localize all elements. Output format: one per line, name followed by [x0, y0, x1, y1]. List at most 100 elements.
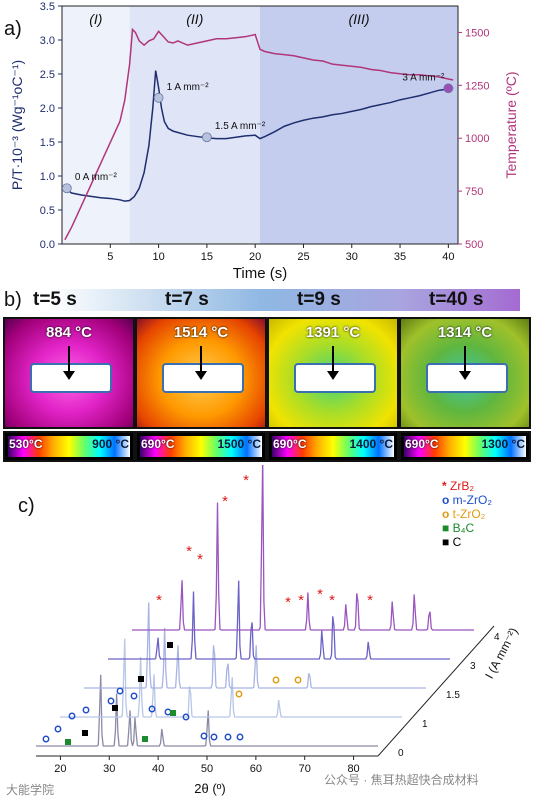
panel-a-label: a): [4, 18, 22, 40]
legend-symbol: o: [442, 493, 453, 507]
diffraction-pattern: [108, 580, 450, 660]
scale-max: 1500 °C: [217, 437, 262, 451]
b4c-marker: [170, 710, 176, 716]
watermark-left: 大能学院: [6, 783, 55, 797]
zrb2-marker: *: [317, 586, 323, 603]
color-scale: 530°C 900 °C: [3, 431, 135, 462]
region-label: (III): [349, 11, 370, 27]
b4c-marker: [65, 739, 71, 745]
legend-symbol: *: [442, 479, 451, 493]
temperature-curve: [64, 27, 454, 241]
frame-time: t=9 s: [297, 289, 341, 310]
legend-label: t-ZrO₂: [452, 507, 486, 521]
thermal-image: 1314 °C: [399, 317, 531, 429]
arrow: [464, 346, 466, 376]
legend-item: o t-ZrO₂: [442, 507, 485, 521]
current-marker-label: 3 A mm⁻²: [402, 72, 445, 83]
mzro2-marker: [130, 692, 138, 700]
arrowhead: [327, 371, 339, 380]
zrb2-marker: *: [197, 551, 203, 568]
power-curve: [64, 70, 454, 202]
region-label: (II): [186, 11, 203, 27]
carbon-marker: [82, 730, 88, 736]
time-gradient-bar: [50, 289, 520, 311]
mzro2-marker: [54, 725, 62, 733]
y-axis-label: P/T·10⁻³ (Wg⁻¹oC⁻¹): [9, 60, 25, 190]
current-marker-label: 1 A mm⁻²: [167, 82, 210, 93]
y-right-axis-label: Temperature (ºC): [503, 71, 519, 178]
mzro2-marker: [68, 712, 76, 720]
temperature-readout: 1391 °C: [305, 324, 361, 341]
scale-max: 900 °C: [92, 437, 129, 451]
y-right-tick-label: 1000: [465, 133, 489, 145]
panel-c: c) 0 1 1.5 3 4 20 30 40 50 60 70 80 2θ (º) I (A mm⁻²)…: [0, 459, 535, 801]
tzro2-marker: [294, 676, 302, 684]
arrow: [332, 346, 334, 376]
y-tick-label: 3.0: [40, 35, 55, 47]
depth-axis-label: I (A mm⁻²): [482, 625, 520, 681]
x-tick-label: 30: [103, 763, 115, 775]
current-marker: [61, 183, 72, 194]
zrb2-marker: *: [298, 592, 304, 609]
current-marker: [201, 132, 212, 143]
legend-symbol: ■: [442, 535, 453, 549]
carbon-marker: [167, 642, 173, 648]
x-tick-label: 60: [250, 763, 262, 775]
mzro2-marker: [148, 705, 156, 713]
legend-symbol: ■: [442, 521, 453, 535]
mzro2-marker: [116, 687, 124, 695]
scale-min: 690°C: [141, 437, 175, 451]
region-3: [260, 6, 458, 244]
color-scale: 690°C 1300 °C: [399, 431, 531, 462]
x-tick-label: 15: [201, 251, 213, 263]
diffraction-pattern: [36, 674, 378, 747]
x-tick-label: 5: [107, 251, 113, 263]
mzro2-marker: [42, 735, 50, 743]
thermal-image: 1391 °C: [267, 317, 399, 429]
watermark-right: 公众号 · 焦耳热超快合成材料: [324, 773, 479, 787]
zrb2-marker: *: [222, 493, 228, 510]
legend-label: ZrB₂: [450, 479, 475, 493]
current-density-label: 4: [494, 632, 500, 643]
current-density-label: 3: [470, 661, 476, 672]
color-scale-gradient: [272, 436, 394, 457]
legend-item: ■ B₄C: [442, 521, 474, 535]
scale-min: 690°C: [273, 437, 307, 451]
legend-item: * ZrB₂: [442, 479, 474, 493]
mzro2-marker: [200, 732, 208, 740]
zrb2-marker: *: [285, 594, 291, 611]
x-tick-label: 80: [347, 763, 359, 775]
panel-b: b) t=5 s 884 °C 530°C 900 °C t=7 s 1514 °C 690…: [0, 285, 535, 465]
tzro2-marker: [272, 676, 280, 684]
y-right-tick-label: 500: [465, 239, 483, 251]
x-tick-label: 10: [152, 251, 164, 263]
temperature-readout: 1314 °C: [437, 324, 493, 341]
diffraction-pattern: [84, 602, 426, 689]
mzro2-marker: [210, 733, 218, 741]
zrb2-marker: *: [367, 592, 373, 609]
x-tick-label: 20: [54, 763, 66, 775]
x-tick-label: 40: [442, 251, 454, 263]
y-tick-label: 3.5: [40, 1, 55, 13]
y-tick-label: 0.5: [40, 205, 55, 217]
y-right-tick-label: 750: [465, 186, 483, 198]
y-tick-label: 0.0: [40, 239, 55, 251]
x-tick-label: 20: [249, 251, 261, 263]
legend-item: ■ C: [442, 535, 461, 549]
current-density-label: 1: [422, 719, 428, 730]
carbon-marker: [138, 676, 144, 682]
panel-a-chart: (I) (II) (III) 0 A mm⁻² 1 A mm⁻² 1.5 A mm⁻² 3 …: [9, 1, 519, 282]
mzro2-marker: [164, 708, 172, 716]
mzro2-marker: [224, 733, 232, 741]
legend-symbol: o: [442, 507, 453, 521]
thermal-image: 1514 °C: [135, 317, 267, 429]
carbon-marker: [112, 705, 118, 711]
current-marker-label: 0 A mm⁻²: [75, 172, 118, 183]
depth-axis: [377, 625, 495, 757]
scale-min: 530°C: [9, 437, 43, 451]
color-scale: 690°C 1400 °C: [267, 431, 399, 462]
temperature-readout: 1514 °C: [173, 324, 229, 341]
current-marker-label: 1.5 A mm⁻²: [215, 121, 266, 132]
region-1: [62, 6, 130, 244]
